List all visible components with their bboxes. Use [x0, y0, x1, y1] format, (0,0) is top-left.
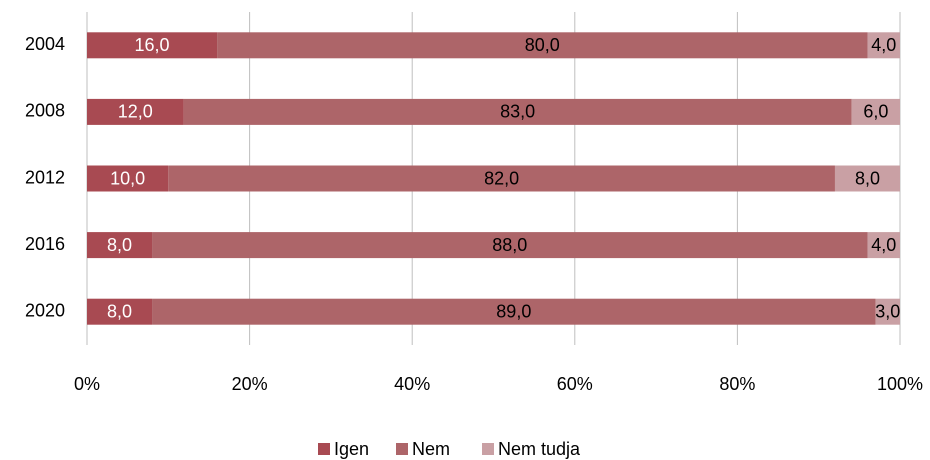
bar-segment	[87, 98, 184, 125]
legend-swatch	[318, 443, 330, 455]
bar-segment	[183, 98, 852, 125]
legend-label: Nem tudja	[498, 439, 581, 459]
y-tick-label: 2008	[25, 101, 65, 121]
y-tick-label: 2016	[25, 234, 65, 254]
value-label: 8,0	[107, 235, 132, 255]
value-label: 82,0	[484, 168, 519, 188]
bar-segment	[834, 165, 900, 192]
x-tick-label: 80%	[719, 374, 755, 394]
bar-segment	[87, 165, 169, 192]
bar-segment	[152, 298, 876, 325]
value-label: 4,0	[871, 35, 896, 55]
bar-segment	[875, 298, 900, 325]
y-tick-label: 2020	[25, 300, 65, 320]
bar-segment	[87, 232, 153, 259]
value-label: 10,0	[110, 168, 145, 188]
x-tick-label: 40%	[394, 374, 430, 394]
x-tick-label: 0%	[74, 374, 100, 394]
x-tick-label: 100%	[877, 374, 923, 394]
y-tick-label: 2012	[25, 167, 65, 187]
value-label: 4,0	[871, 235, 896, 255]
value-label: 83,0	[500, 102, 535, 122]
legend-swatch	[396, 443, 408, 455]
value-label: 6,0	[863, 102, 888, 122]
bar-segment	[87, 32, 218, 59]
bar-segment	[217, 32, 868, 59]
value-label: 3,0	[875, 301, 900, 321]
bar-segment	[867, 32, 900, 59]
legend-label: Nem	[412, 439, 450, 459]
bar-segment	[87, 298, 153, 325]
value-label: 88,0	[492, 235, 527, 255]
bar-segment	[152, 232, 868, 259]
y-tick-label: 2004	[25, 34, 65, 54]
value-label: 80,0	[525, 35, 560, 55]
value-label: 16,0	[135, 35, 170, 55]
value-label: 8,0	[107, 301, 132, 321]
bar-segment	[168, 165, 835, 192]
x-tick-label: 20%	[232, 374, 268, 394]
value-label: 89,0	[496, 301, 531, 321]
bar-segment	[867, 232, 900, 259]
x-tick-label: 60%	[557, 374, 593, 394]
value-label: 8,0	[855, 168, 880, 188]
legend-label: Igen	[334, 439, 369, 459]
legend-swatch	[482, 443, 494, 455]
value-label: 12,0	[118, 102, 153, 122]
bar-segment	[851, 98, 900, 125]
